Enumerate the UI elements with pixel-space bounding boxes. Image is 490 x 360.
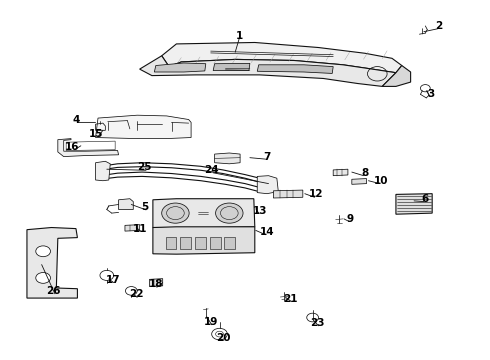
Text: 11: 11 [132, 224, 147, 234]
Text: 14: 14 [260, 227, 274, 237]
Bar [166, 237, 176, 249]
Polygon shape [58, 139, 119, 157]
Polygon shape [119, 199, 133, 210]
Text: 6: 6 [422, 194, 429, 204]
Text: 20: 20 [216, 333, 230, 343]
Bar [210, 237, 220, 249]
Text: 18: 18 [148, 279, 163, 289]
Polygon shape [162, 42, 402, 73]
Polygon shape [125, 225, 140, 231]
Bar [180, 237, 191, 249]
Polygon shape [257, 176, 278, 194]
Text: 26: 26 [46, 286, 60, 296]
Polygon shape [213, 63, 250, 71]
Polygon shape [333, 169, 348, 176]
Bar [224, 237, 235, 249]
Polygon shape [149, 279, 163, 287]
Circle shape [36, 273, 50, 283]
Text: 19: 19 [203, 317, 218, 327]
Polygon shape [27, 228, 77, 298]
Circle shape [162, 203, 189, 223]
Text: 10: 10 [374, 176, 389, 186]
Text: 21: 21 [283, 294, 297, 304]
Polygon shape [273, 190, 303, 198]
Text: 16: 16 [65, 142, 80, 152]
Text: 2: 2 [435, 21, 442, 31]
Polygon shape [154, 63, 206, 72]
Text: 1: 1 [236, 31, 243, 41]
Text: 12: 12 [309, 189, 323, 199]
Polygon shape [257, 65, 333, 73]
Polygon shape [140, 56, 396, 86]
Polygon shape [96, 115, 191, 139]
Text: 3: 3 [428, 89, 435, 99]
Text: 5: 5 [141, 202, 148, 212]
Polygon shape [352, 179, 367, 184]
Text: 24: 24 [204, 165, 219, 175]
Text: 23: 23 [310, 318, 325, 328]
Text: 17: 17 [105, 275, 120, 285]
Text: 13: 13 [252, 206, 267, 216]
Text: 7: 7 [263, 152, 271, 162]
Bar [195, 237, 206, 249]
Polygon shape [96, 161, 110, 181]
Text: 8: 8 [362, 168, 368, 178]
Text: 4: 4 [72, 114, 80, 125]
Polygon shape [215, 153, 240, 164]
Polygon shape [153, 199, 255, 228]
Polygon shape [153, 227, 255, 254]
Polygon shape [396, 194, 432, 214]
Circle shape [36, 246, 50, 257]
Circle shape [216, 203, 243, 223]
Text: 25: 25 [137, 162, 152, 172]
Text: 9: 9 [347, 214, 354, 224]
Text: 22: 22 [129, 289, 144, 300]
Text: 15: 15 [89, 129, 104, 139]
Polygon shape [382, 66, 411, 86]
